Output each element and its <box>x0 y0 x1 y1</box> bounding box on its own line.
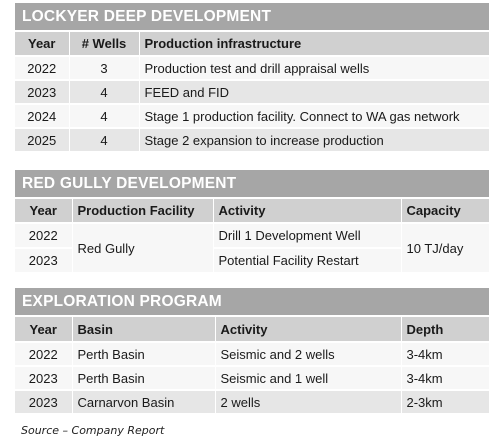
col-header-wells: # Wells <box>68 32 139 57</box>
wells-cell: 4 <box>68 104 139 129</box>
activity-cell: Seismic and 2 wells <box>214 342 401 367</box>
redgully-section: RED GULLY DEVELOPMENT Year Production Fa… <box>15 170 489 274</box>
col-header-basin: Basin <box>71 317 215 343</box>
table-row: 2022 Perth Basin Seismic and 2 wells 3-4… <box>15 342 489 367</box>
lockyer-table: Year # Wells Production infrastructure 2… <box>15 32 489 153</box>
col-header-capacity: Capacity <box>400 199 489 224</box>
table-row: 2022 Red Gully Drill 1 Development Well … <box>15 223 489 274</box>
col-header-year: Year <box>15 199 72 224</box>
col-header-facility: Production Facility <box>71 199 213 224</box>
redgully-table: Year Production Facility Activity Capaci… <box>15 199 489 274</box>
redgully-header-row: Year Production Facility Activity Capaci… <box>15 199 489 224</box>
year-cell: 2024 <box>15 104 69 129</box>
table-row: 2022 3 Production test and drill apprais… <box>15 56 489 81</box>
lockyer-header-row: Year # Wells Production infrastructure <box>15 32 489 57</box>
exploration-table: Year Basin Activity Depth 2022 Perth Bas… <box>15 317 489 415</box>
col-header-year: Year <box>15 32 69 57</box>
table-row: 2025 4 Stage 2 expansion to increase pro… <box>15 128 489 153</box>
depth-cell: 2-3km <box>400 390 489 415</box>
table-row: 2023 4 FEED and FID <box>15 80 489 105</box>
lockyer-title: LOCKYER DEEP DEVELOPMENT <box>15 3 489 32</box>
year-cell: 2023 <box>15 248 72 274</box>
activity-cell: Potential Facility Restart <box>212 248 401 274</box>
table-row: 2023 Carnarvon Basin 2 wells 2-3km <box>15 390 489 415</box>
infra-cell: Stage 2 expansion to increase production <box>138 128 489 153</box>
lockyer-section: LOCKYER DEEP DEVELOPMENT Year # Wells Pr… <box>15 3 489 153</box>
infra-cell: Stage 1 production facility. Connect to … <box>138 104 489 129</box>
exploration-title: EXPLORATION PROGRAM <box>15 288 489 317</box>
year-cell: 2022 <box>15 223 72 249</box>
wells-cell: 4 <box>68 128 139 153</box>
basin-cell: Perth Basin <box>71 342 215 367</box>
activity-cell: Drill 1 Development Well <box>212 223 401 249</box>
table-row: 2024 4 Stage 1 production facility. Conn… <box>15 104 489 129</box>
basin-cell: Carnarvon Basin <box>71 390 215 415</box>
year-cell: 2023 <box>15 390 72 415</box>
depth-cell: 3-4km <box>400 366 489 391</box>
wells-cell: 3 <box>68 56 139 81</box>
table-row: 2023 Potential Facility Restart <box>15 248 489 274</box>
activity-cell: Seismic and 1 well <box>214 366 401 391</box>
col-header-year: Year <box>15 317 72 343</box>
activity-cell: 2 wells <box>214 390 401 415</box>
capacity-cell: 10 TJ/day <box>400 223 489 274</box>
exploration-header-row: Year Basin Activity Depth <box>15 317 489 343</box>
col-header-activity: Activity <box>214 317 401 343</box>
basin-cell: Perth Basin <box>71 366 215 391</box>
year-cell: 2023 <box>15 366 72 391</box>
col-header-infrastructure: Production infrastructure <box>138 32 489 57</box>
table-row: 2023 Perth Basin Seismic and 1 well 3-4k… <box>15 366 489 391</box>
source-note: Source – Company Report <box>21 424 165 437</box>
infra-cell: Production test and drill appraisal well… <box>138 56 489 81</box>
year-cell: 2023 <box>15 80 69 105</box>
facility-cell: Red Gully <box>71 223 213 274</box>
year-cell: 2025 <box>15 128 69 153</box>
redgully-title: RED GULLY DEVELOPMENT <box>15 170 489 199</box>
infra-cell: FEED and FID <box>138 80 489 105</box>
exploration-section: EXPLORATION PROGRAM Year Basin Activity … <box>15 288 489 415</box>
col-header-depth: Depth <box>400 317 489 343</box>
year-cell: 2022 <box>15 56 69 81</box>
wells-cell: 4 <box>68 80 139 105</box>
depth-cell: 3-4km <box>400 342 489 367</box>
col-header-activity: Activity <box>212 199 401 224</box>
year-cell: 2022 <box>15 342 72 367</box>
